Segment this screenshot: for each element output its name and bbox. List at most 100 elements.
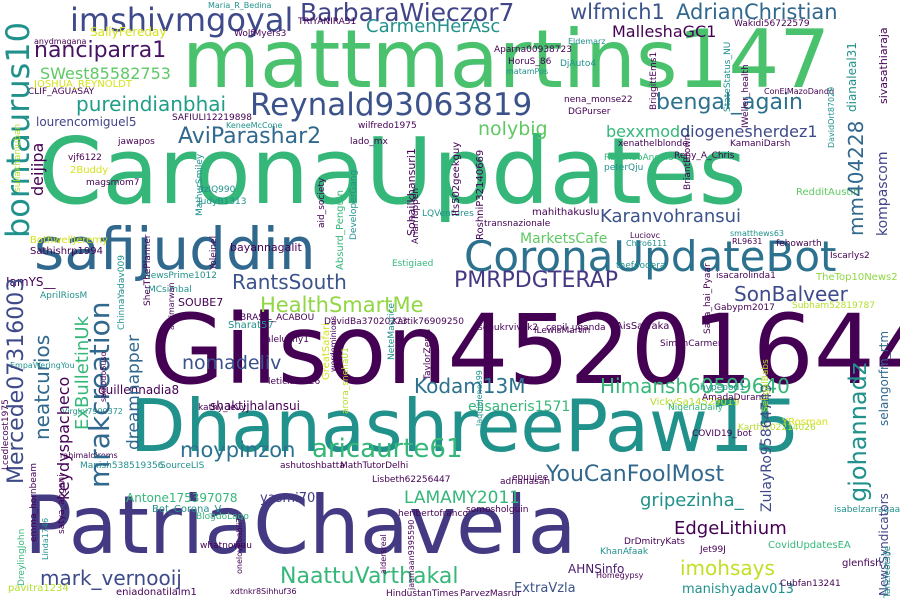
word-149: glenfish — [842, 559, 881, 569]
word-165: gjohannadz — [846, 363, 870, 502]
word-40: NaattuVarthakal — [280, 566, 458, 588]
word-155: DreylingJohn — [18, 529, 27, 586]
word-116: SallyFereday — [90, 26, 167, 38]
word-14: CarmenHerAsc — [366, 18, 500, 36]
word-159: neatcurios — [32, 335, 52, 440]
word-25: RantsSouth — [232, 272, 347, 292]
word-152: jaamaan9395590 — [408, 520, 416, 590]
word-182: afdimarwan — [168, 282, 176, 330]
word-71: nena_monse22 — [564, 96, 633, 105]
word-36: gripezinha_ — [640, 492, 744, 510]
word-185: arora_sneha01 — [342, 347, 351, 414]
word-175: DeveloperGang — [350, 170, 359, 240]
word-17: pureindianbhai — [76, 94, 226, 114]
word-82: SimonCarmen — [660, 340, 724, 349]
word-174: Absurd_Penguin — [336, 190, 346, 270]
word-108: vjf6122 — [68, 154, 102, 163]
word-8: Reynald93063819 — [250, 90, 532, 121]
word-69: wilfredo1975 — [358, 122, 417, 131]
word-154: Linda1746 — [42, 518, 50, 560]
word-30: nomadeliv — [182, 354, 281, 373]
word-54: SOUBE7 — [178, 297, 223, 308]
word-194: BriantBrown — [684, 135, 693, 190]
word-20: nolybig — [478, 120, 548, 139]
word-197: dianaleal31 — [846, 42, 858, 112]
word-109: 2Buddy — [70, 166, 108, 176]
word-35: YouCanFoolMost — [546, 464, 724, 486]
word-150: Cubfan13241 — [780, 580, 841, 589]
word-180: SherThePlanner — [144, 235, 153, 306]
word-21: bexxmodd — [606, 124, 690, 140]
word-119: TRIYANIRA31 — [298, 18, 356, 27]
word-88: iLewisMartin — [534, 327, 590, 336]
word-74: transnazionale — [484, 220, 550, 229]
word-122: JOSHUA_REYNOLDT — [34, 80, 132, 90]
word-118: WolfMyers3 — [234, 30, 286, 39]
word-181: ChinnaYadav009 — [118, 255, 127, 330]
word-73: mahithakuslu — [532, 208, 600, 218]
word-173: ArianTuppen — [412, 188, 421, 244]
word-125: Wakidi56722579 — [734, 20, 810, 29]
word-70: lado_mx — [350, 138, 388, 147]
word-84: NewsPrime1012 — [144, 272, 217, 281]
word-85: Valeluchy1 — [260, 336, 309, 345]
word-60: somosholguin — [466, 506, 529, 515]
word-43: ExtraVzla — [514, 582, 576, 595]
word-28: Karanvohransui — [600, 208, 741, 226]
word-117: Maria_R_Bedina — [208, 2, 271, 10]
word-187: TaylorZerra — [424, 329, 433, 380]
word-200: SehgalBabs — [762, 359, 771, 412]
word-128: DjAuto4 — [560, 60, 596, 69]
word-24: PMRPDGTERAP — [454, 270, 618, 292]
word-130: xenathelblonde — [618, 140, 688, 149]
word-95: NigeriaDaily — [668, 404, 723, 413]
word-139: thefoodera — [616, 262, 665, 271]
word-110: magsmom7 — [86, 179, 139, 188]
word-75: LQVentures — [422, 210, 474, 219]
word-115: KeneeMcCone — [226, 122, 282, 130]
word-106: whatnowau — [200, 542, 252, 551]
word-55: kathy_levy — [198, 404, 246, 413]
word-81: Subham52819787 — [792, 302, 875, 311]
word-176: aid_society — [318, 178, 327, 228]
word-57: MathTutorDelhi — [340, 462, 408, 471]
word-147: DrDmitryKats — [624, 538, 685, 547]
word-190: onelovebabii7 — [236, 518, 244, 574]
word-169: deijipa — [30, 143, 46, 196]
word-107: jawapos — [118, 138, 155, 147]
word-131: RosendoAngel3 — [604, 154, 674, 163]
word-38: EdgeLithium — [674, 520, 787, 538]
word-189: satya_angani — [58, 474, 67, 534]
word-41: imohsays — [680, 558, 775, 578]
word-93: BRASIL_ACABOU — [240, 314, 314, 323]
word-148: Homegypsy — [596, 572, 643, 580]
word-153: laquialenes99 — [476, 370, 484, 426]
word-160: ExBulletinUk — [74, 316, 92, 430]
word-77: Iscarlys2 — [830, 252, 870, 261]
word-199: Sana_hai_Pyaar — [704, 263, 713, 334]
word-62: HindustanTimes — [386, 590, 459, 599]
word-188: sadiodoSuso — [100, 352, 108, 402]
word-132: peterQju — [604, 164, 643, 173]
word-166: selangorfm_rtm — [878, 331, 890, 426]
word-164: kompascom — [876, 152, 890, 236]
word-135: Chiro6111 — [626, 240, 667, 248]
word-34: moypinzon — [180, 440, 295, 461]
word-79: isacarolinda1 — [716, 272, 776, 281]
word-192: BriggittEms1 — [650, 52, 659, 110]
word-123: Aparna00938723 — [494, 46, 572, 55]
word-127: HoruS_86 — [508, 58, 551, 67]
word-151: xdtnkr8Sihhuf36 — [230, 588, 297, 596]
word-196: DavidOrt87029 — [828, 87, 836, 148]
word-64: eniadonatilalm1 — [116, 588, 197, 598]
word-113: JudyB1313 — [198, 198, 246, 207]
word-179: Yoleinel — [210, 236, 219, 270]
word-53: bayannagalit — [230, 242, 302, 253]
word-201: Lcedlecost1975 — [2, 399, 11, 470]
word-101: COVID19_bot — [692, 430, 752, 439]
word-111: BothwellJeremy — [30, 236, 108, 246]
word-163: mm404228 — [846, 121, 866, 236]
word-126: ConElMazoDando — [764, 88, 834, 96]
word-102: epuujee — [512, 474, 548, 483]
